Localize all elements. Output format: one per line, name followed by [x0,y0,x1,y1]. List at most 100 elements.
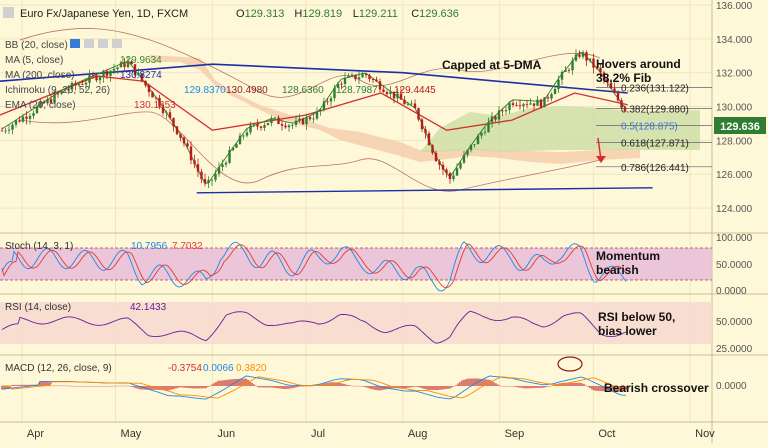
candle[interactable] [315,111,319,119]
candle[interactable] [277,117,280,125]
candle[interactable] [571,60,574,71]
candle[interactable] [158,97,161,107]
candle[interactable] [231,147,235,151]
candle[interactable] [427,133,431,146]
candle[interactable] [368,75,371,80]
candle[interactable] [595,67,599,69]
candle[interactable] [623,107,627,112]
candle[interactable] [14,120,18,125]
collapse-icon[interactable] [3,7,14,18]
candle[interactable] [266,123,270,126]
candle[interactable] [287,125,291,128]
candle[interactable] [539,99,543,108]
candle[interactable] [497,110,501,120]
candle[interactable] [273,117,277,119]
candle[interactable] [0,130,4,132]
candle[interactable] [249,125,252,133]
candle[interactable] [245,132,249,136]
candle[interactable] [256,124,259,127]
candle[interactable] [179,134,182,138]
candle[interactable] [221,164,224,168]
candle[interactable] [42,101,46,104]
candle[interactable] [35,106,39,114]
candle[interactable] [63,90,67,92]
candle[interactable] [74,82,77,86]
candle[interactable] [413,103,417,109]
candle[interactable] [165,112,168,114]
candle[interactable] [357,77,361,80]
candle[interactable] [588,58,592,61]
candle[interactable] [602,72,606,79]
candle[interactable] [25,116,28,119]
candle[interactable] [511,103,515,105]
candle[interactable] [46,99,49,104]
candle[interactable] [235,144,238,148]
candle[interactable] [67,89,70,91]
candle[interactable] [518,105,522,107]
candle[interactable] [147,85,151,93]
candle[interactable] [326,101,329,103]
candle[interactable] [487,122,490,133]
candle[interactable] [109,70,112,76]
candle[interactable] [308,117,312,120]
candle[interactable] [490,116,494,123]
candle[interactable] [522,104,525,107]
candle[interactable] [536,99,539,106]
indicator-label[interactable]: MA (5, close) [5,55,63,66]
candle[interactable] [508,103,511,111]
candle[interactable] [95,75,98,81]
candle[interactable] [301,118,305,125]
candle[interactable] [238,135,242,145]
candle[interactable] [350,74,354,76]
candle[interactable] [361,74,364,78]
candle[interactable] [102,71,105,78]
candle[interactable] [609,82,613,89]
candle[interactable] [480,132,483,136]
candle[interactable] [217,167,221,174]
rsi-line[interactable] [1,310,627,344]
eye-icon[interactable] [70,39,80,48]
candle[interactable] [252,124,256,126]
candle[interactable] [378,81,382,90]
candle[interactable] [284,125,287,128]
candle[interactable] [448,173,452,180]
candle[interactable] [396,93,399,99]
candle[interactable] [389,91,392,94]
candle[interactable] [403,99,406,105]
candle[interactable] [56,93,60,95]
candle[interactable] [196,164,200,172]
candle[interactable] [431,145,434,153]
candle[interactable] [53,93,56,103]
candle[interactable] [515,104,518,106]
candle[interactable] [7,129,11,131]
candle[interactable] [312,118,315,120]
candle[interactable] [406,103,410,105]
more-icon[interactable] [112,39,122,48]
candle[interactable] [280,124,284,126]
candle[interactable] [70,82,74,90]
candle[interactable] [382,89,385,93]
candle[interactable] [123,62,126,67]
candle[interactable] [501,110,504,112]
candle[interactable] [543,97,546,108]
candle[interactable] [200,171,203,180]
candle[interactable] [375,79,378,82]
candle[interactable] [116,67,119,69]
support-trendline[interactable] [196,187,653,194]
stoch-k-line[interactable] [1,241,627,292]
indicator-label[interactable]: EMA (20, close) [5,100,76,111]
macd-signal-line[interactable] [2,376,627,399]
candle[interactable] [140,73,144,81]
candle[interactable] [550,94,553,99]
candle[interactable] [452,175,455,180]
candle[interactable] [151,92,154,98]
candle[interactable] [39,101,42,107]
candle[interactable] [333,87,336,99]
candle[interactable] [599,67,602,73]
candle[interactable] [574,54,578,61]
candle[interactable] [133,64,137,76]
candle[interactable] [445,169,448,174]
candle[interactable] [417,108,420,120]
candle[interactable] [494,116,497,120]
candle[interactable] [4,130,7,132]
